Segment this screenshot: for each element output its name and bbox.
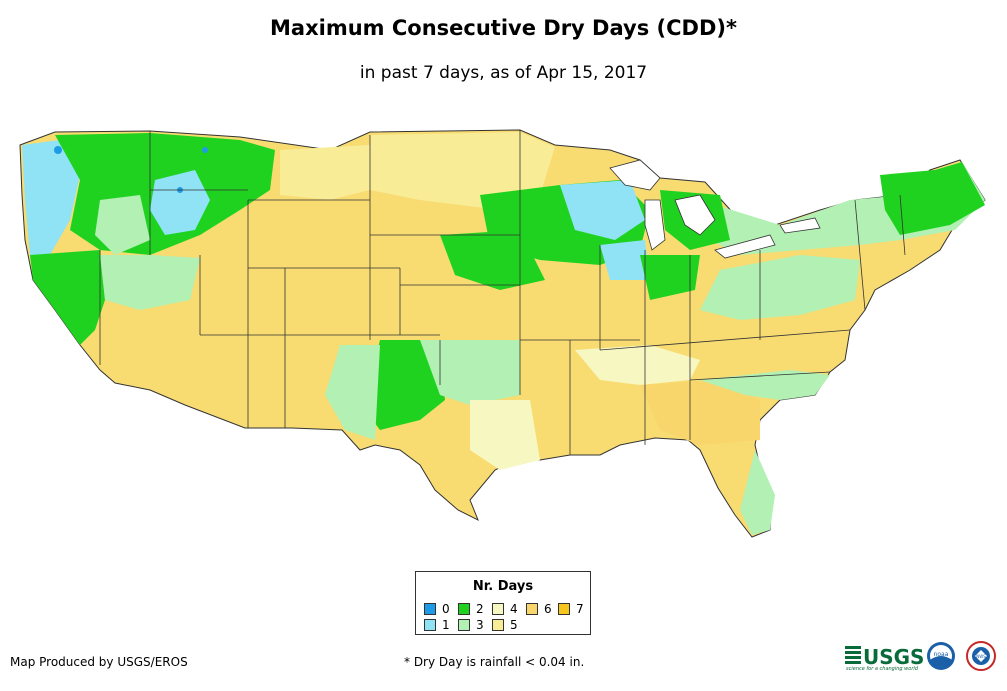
usgs-tagline: science for a changing world (846, 666, 919, 672)
legend-item-3: 3 (458, 618, 484, 632)
legend-swatch (424, 619, 436, 631)
agency-logos: USGS science for a changing world noaa N… (845, 641, 996, 672)
credit-text: Map Produced by USGS/EROS (10, 655, 188, 669)
noaa-wordmark: noaa (934, 651, 949, 658)
legend-swatch (492, 603, 504, 615)
legend-label: 5 (510, 618, 518, 632)
legend-item-4: 4 (492, 602, 518, 616)
legend-swatch (424, 603, 436, 615)
legend-swatch (558, 603, 570, 615)
legend-label: 3 (476, 618, 484, 632)
legend-label: 2 (476, 602, 484, 616)
legend-item-6: 6 (526, 602, 552, 616)
legend-swatch (458, 619, 470, 631)
map-subtitle: in past 7 days, as of Apr 15, 2017 (359, 63, 648, 83)
legend-item-2: 2 (458, 602, 484, 616)
legend-item-5: 5 (492, 618, 518, 632)
legend: Nr. Days 0 1 2 3 4 5 6 7 (415, 571, 591, 635)
legend-label: 1 (442, 618, 450, 632)
usgs-wordmark: USGS (863, 645, 924, 669)
legend-item-1: 1 (424, 618, 450, 632)
legend-item-7: 7 (558, 602, 584, 616)
usgs-logo: USGS science for a changing world (845, 645, 924, 672)
legend-swatch (526, 603, 538, 615)
legend-swatch (492, 619, 504, 631)
legend-title: Nr. Days (472, 579, 534, 594)
legend-swatch (458, 603, 470, 615)
noaa-logo: noaa (927, 642, 955, 670)
legend-label: 0 (442, 602, 450, 616)
legend-label: 7 (576, 602, 584, 616)
legend-item-0: 0 (424, 602, 450, 616)
dry-day-note: * Dry Day is rainfall < 0.04 in. (404, 655, 585, 669)
map-title: Maximum Consecutive Dry Days (CDD)* (270, 16, 737, 40)
nws-wordmark: NWS (976, 654, 986, 659)
legend-label: 6 (544, 602, 552, 616)
nws-logo: NWS (966, 641, 996, 671)
legend-label: 4 (510, 602, 518, 616)
